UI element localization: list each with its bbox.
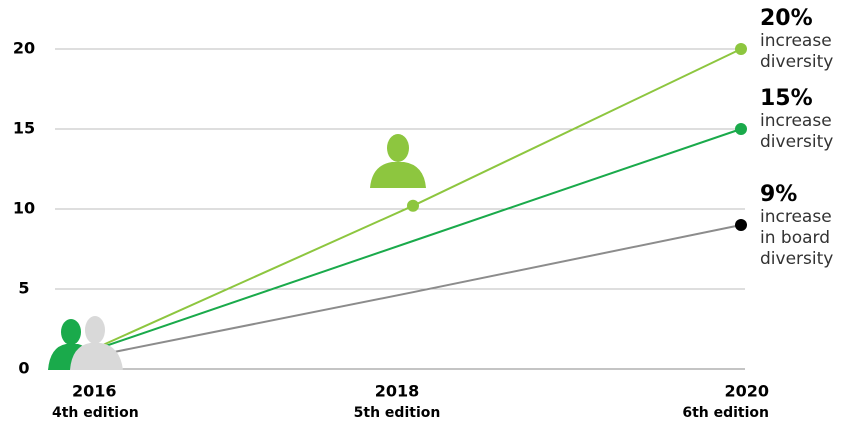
value-label: 15% <box>760 86 813 111</box>
annotation: diversity <box>760 52 833 72</box>
x-tick-label: 2020 <box>724 382 769 401</box>
point <box>735 43 747 55</box>
line <box>84 128 742 354</box>
annotation: increase <box>760 207 832 227</box>
point <box>407 199 419 212</box>
x-sublabel: 6th edition <box>682 405 769 421</box>
y-tick-label: 15 <box>13 119 35 138</box>
person-icon <box>70 316 123 370</box>
y-tick-label: 5 <box>18 279 29 298</box>
y-tick-label: 0 <box>18 359 29 378</box>
annotation: diversity <box>760 132 833 152</box>
annotation: in board <box>760 228 830 248</box>
person-icon <box>370 134 426 188</box>
x-sublabel: 5th edition <box>354 405 441 421</box>
x-tick-label: 2016 <box>72 382 117 401</box>
point <box>735 219 747 231</box>
y-tick-label: 10 <box>13 199 35 218</box>
x-tick-label: 2018 <box>375 382 420 401</box>
annotation: diversity <box>760 249 833 269</box>
y-tick-label: 20 <box>13 39 35 58</box>
point <box>735 123 747 135</box>
value-label: 20% <box>760 6 813 31</box>
x-sublabel: 4th edition <box>52 405 139 421</box>
annotation: increase <box>760 111 832 131</box>
line <box>84 224 742 359</box>
value-label: 9% <box>760 182 797 207</box>
annotation: increase <box>760 31 832 51</box>
